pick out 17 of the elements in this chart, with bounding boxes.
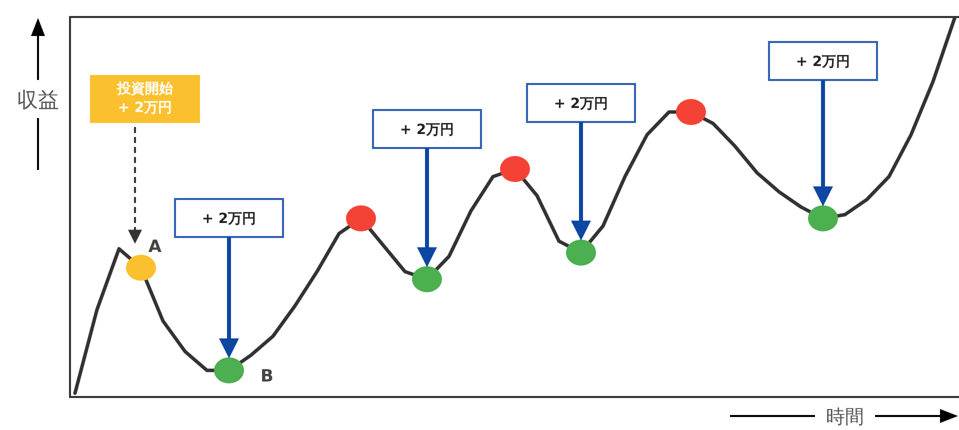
x-axis-title: 時間 [826, 406, 864, 428]
annotation: + 2万円 [554, 96, 608, 112]
annotation: A [148, 236, 162, 257]
point [566, 240, 596, 266]
y-axis-title: 収益 [17, 88, 59, 112]
annotation: B [260, 366, 274, 386]
point [412, 266, 442, 292]
annotation: + 2万円 [202, 211, 256, 227]
point [346, 205, 376, 232]
annotation: + 2万円 [796, 54, 850, 70]
point [676, 99, 706, 125]
point [808, 205, 838, 232]
point [214, 357, 244, 384]
point [126, 254, 156, 281]
point [500, 156, 530, 182]
annotation: 投資開始 + 2万円 [116, 81, 174, 116]
annotation: + 2万円 [400, 122, 454, 138]
